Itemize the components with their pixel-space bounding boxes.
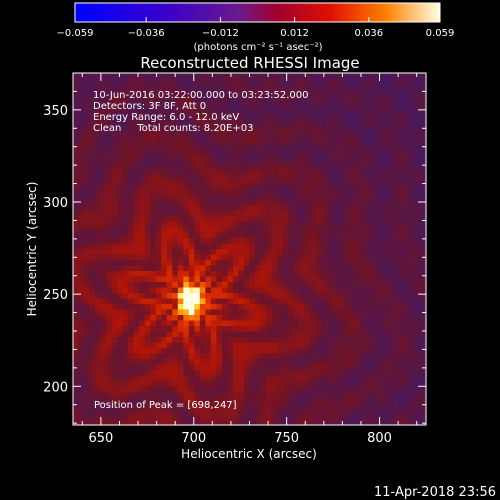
heatmap-image xyxy=(73,73,427,426)
colorbar-tick-label: −0.059 xyxy=(56,28,93,39)
annotation-time-range: 10-Jun-2016 03:22:00.000 to 03:23:52.000 xyxy=(93,90,309,101)
footer-timestamp: 11-Apr-2018 23:56 xyxy=(374,485,496,500)
chart-title: Reconstructed RHESSI Image xyxy=(140,54,359,72)
annotation-energy-range: Energy Range: 6.0 - 12.0 keV xyxy=(93,112,239,123)
colorbar-tick-label: −0.012 xyxy=(202,28,239,39)
colorbar xyxy=(74,2,441,23)
colorbar-tick-label: 0.059 xyxy=(426,28,455,39)
x-axis-label: Heliocentric X (arcsec) xyxy=(181,447,317,461)
annotation-peak-position: Position of Peak = [698,247] xyxy=(94,400,237,411)
y-tick-label: 300 xyxy=(43,196,68,211)
y-tick-label: 250 xyxy=(43,288,68,303)
x-tick-label: 650 xyxy=(88,431,113,446)
y-tick-label: 200 xyxy=(43,380,68,395)
x-tick-label: 750 xyxy=(274,431,299,446)
colorbar-units-label: (photons cm⁻² s⁻¹ asec⁻²) xyxy=(193,42,322,53)
colorbar-tick-label: 0.036 xyxy=(355,28,384,39)
annotation-detectors: Detectors: 3F 8F, Att 0 xyxy=(93,101,206,112)
y-axis-label: Heliocentric Y (arcsec) xyxy=(25,182,39,317)
x-tick-label: 800 xyxy=(367,431,392,446)
x-tick-label: 700 xyxy=(181,431,206,446)
colorbar-tick-label: −0.036 xyxy=(128,28,165,39)
y-tick-label: 350 xyxy=(43,104,68,119)
colorbar-tick-label: 0.012 xyxy=(280,28,309,39)
annotation-clean-counts: Clean Total counts: 8.20E+03 xyxy=(93,123,253,134)
